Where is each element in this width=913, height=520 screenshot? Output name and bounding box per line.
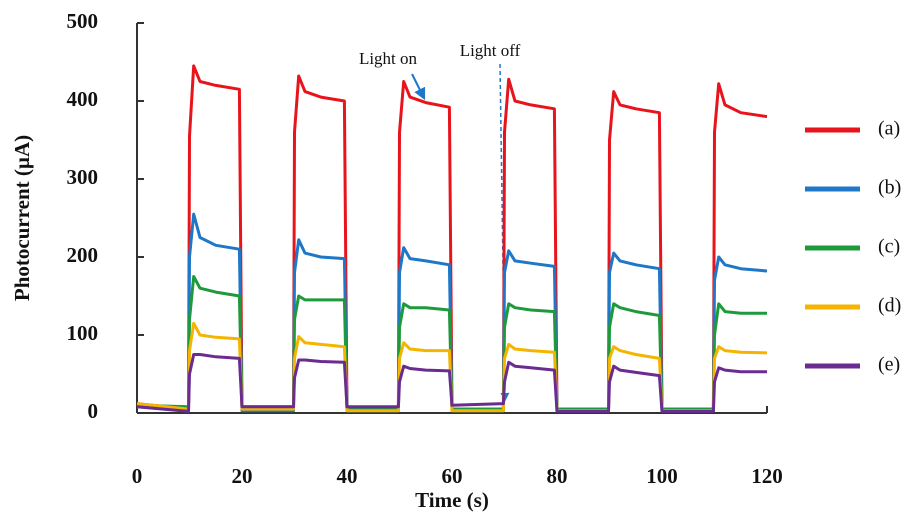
y-tick-label: 500 <box>67 9 99 33</box>
legend-label: (d) <box>878 295 901 317</box>
x-tick-label: 60 <box>442 464 463 488</box>
y-tick-label: 0 <box>88 399 99 423</box>
x-tick-label: 120 <box>751 464 783 488</box>
x-tick-label: 100 <box>646 464 678 488</box>
y-tick-label: 100 <box>67 321 99 345</box>
legend-label: (a) <box>878 118 900 140</box>
x-tick-label: 20 <box>232 464 253 488</box>
y-tick-label: 200 <box>67 243 99 267</box>
legend-label: (e) <box>878 354 900 376</box>
annotation-arrow <box>411 73 426 101</box>
annotation: Light on <box>359 49 418 68</box>
x-tick-label: 80 <box>547 464 568 488</box>
y-tick-label: 300 <box>67 165 99 189</box>
x-axis-title: Time (s) <box>415 488 489 512</box>
annotation: Light off <box>460 41 521 60</box>
x-tick-label: 0 <box>132 464 143 488</box>
x-tick-label: 40 <box>337 464 358 488</box>
y-tick-label: 400 <box>67 87 99 111</box>
legend-label: (c) <box>878 236 900 258</box>
series-line <box>136 353 767 413</box>
legend-label: (b) <box>878 177 901 199</box>
y-axis-title: Photocurrent (µA) <box>10 135 34 301</box>
